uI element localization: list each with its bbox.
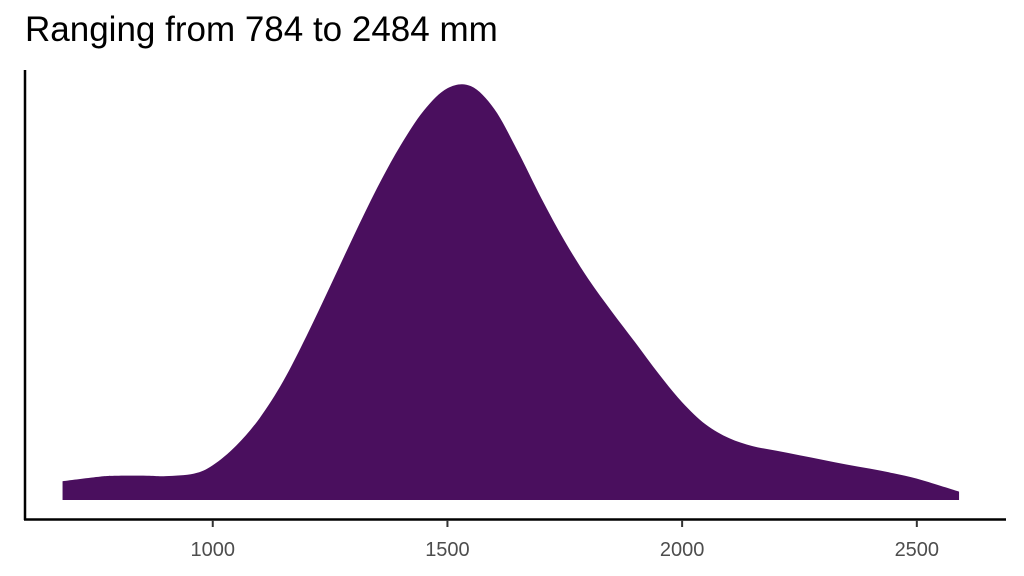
x-tick-label: 1500 xyxy=(425,539,470,561)
x-tick-label: 2000 xyxy=(660,539,705,561)
chart-title: Ranging from 784 to 2484 mm xyxy=(25,10,498,49)
x-axis-ticks: 1000 1500 2000 2500 xyxy=(191,520,940,561)
x-tick-label: 2500 xyxy=(895,539,940,561)
density-area xyxy=(62,84,960,501)
x-tick-label: 1000 xyxy=(191,539,236,561)
